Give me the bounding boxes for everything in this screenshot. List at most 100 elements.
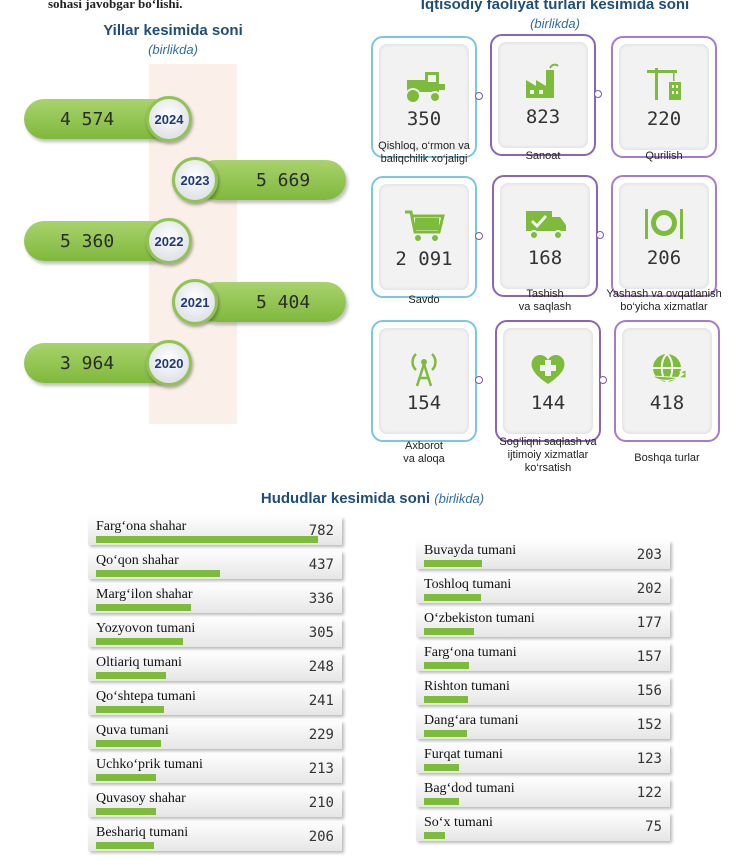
- region-bar: [96, 672, 166, 679]
- heart-cross-icon: [525, 348, 571, 388]
- region-row: Toshloq tumani 202: [416, 575, 670, 603]
- year-badge: 2020: [146, 340, 192, 386]
- region-row: Quvasoy shahar 210: [88, 789, 342, 817]
- region-value: 75: [645, 819, 662, 835]
- year-label: 2021: [180, 294, 210, 310]
- region-bar: [96, 842, 154, 849]
- activity-value: 2 091: [395, 248, 453, 270]
- region-value: 152: [636, 717, 662, 733]
- activity-label-line: Axborot: [405, 440, 443, 452]
- plate-cutlery-icon: [641, 203, 687, 243]
- region-bar: [424, 798, 459, 805]
- activity-label-line: Qishloq, o‘rmon va: [378, 140, 470, 152]
- activity-card-inner: 418: [622, 328, 712, 434]
- year-label: 2022: [154, 233, 184, 249]
- region-name: Farg‘ona tumani: [424, 645, 517, 660]
- activity-card-inner: 823: [498, 42, 588, 148]
- region-row: Qo‘shtepa tumani 241: [88, 687, 342, 715]
- region-name: Farg‘ona shahar: [96, 519, 187, 534]
- region-row: Beshariq tumani 206: [88, 823, 342, 851]
- activity-card-inner: 206: [619, 183, 709, 289]
- year-value-pill: 5 404: [196, 282, 346, 322]
- region-bar: [96, 774, 156, 781]
- year-badge: 2024: [146, 96, 192, 142]
- region-name: O‘zbekiston tumani: [424, 611, 535, 626]
- region-value: 782: [308, 523, 334, 539]
- region-row: Qo‘qon shahar 437: [88, 551, 342, 579]
- region-bar: [96, 604, 191, 611]
- year-value-pill: 5 669: [196, 160, 346, 200]
- activity-value: 823: [525, 106, 561, 128]
- activity-label: Qishloq, o‘rmon va baliqchilik xo‘jaligi: [359, 140, 489, 166]
- activity-label: Sog‘liqni saqlash va ijtimoiy xizmatlar ko…: [483, 436, 613, 475]
- activity-value: 168: [527, 247, 563, 269]
- activity-value: 154: [406, 392, 442, 414]
- activity-label-line: Yashash va ovqatlanish: [606, 288, 722, 300]
- activity-label: Yashash va ovqatlanish bo‘yicha xizmatlar: [599, 288, 729, 314]
- activity-label: Tashish va saqlash: [480, 288, 610, 314]
- delivery-truck-icon: [522, 203, 568, 243]
- region-bar: [424, 628, 474, 635]
- activity-label-line: ijtimoiy xizmatlar: [507, 449, 589, 461]
- region-row: Yozyovon tumani 305: [88, 619, 342, 647]
- year-value: 5 404: [256, 292, 311, 313]
- activity-value: 144: [530, 392, 566, 414]
- activity-label-line: Sog‘liqni saqlash va: [499, 436, 597, 448]
- region-name: Uchko‘prik tumani: [96, 757, 203, 772]
- region-bar: [424, 696, 468, 703]
- region-name: Rishton tumani: [424, 679, 510, 694]
- activity-card: 144: [495, 320, 601, 442]
- region-name: Oltiariq tumani: [96, 655, 182, 670]
- year-badge: 2022: [146, 218, 192, 264]
- region-row: Marg‘ilon shahar 336: [88, 585, 342, 613]
- activity-value: 350: [406, 108, 442, 130]
- activity-value: 206: [646, 247, 682, 269]
- year-value: 5 669: [256, 170, 311, 191]
- activity-label-line: Boshqa turlar: [634, 452, 700, 464]
- activity-card-inner: 144: [503, 328, 593, 434]
- region-row: So‘x tumani 75: [416, 813, 670, 841]
- activity-card: 154: [371, 320, 477, 442]
- region-bar: [96, 740, 161, 747]
- region-name: Quvasoy shahar: [96, 791, 186, 806]
- region-value: 336: [308, 591, 334, 607]
- region-name: Quva tumani: [96, 723, 169, 738]
- year-row: 5 404 2021: [0, 279, 360, 325]
- region-name: So‘x tumani: [424, 815, 493, 830]
- activity-label-line: bo‘yicha xizmatlar: [620, 301, 708, 313]
- connector-dot: [594, 90, 602, 98]
- region-bar: [424, 662, 469, 669]
- year-value: 4 574: [60, 109, 115, 130]
- connector-dot: [475, 232, 483, 240]
- regions-title: Hududlar kesimida soni: [260, 490, 431, 507]
- globe-arrow-icon: [644, 348, 690, 388]
- activity-title: Iqtisodiy faoliyat turlari kesimida soni: [420, 0, 690, 13]
- shopping-cart-icon: [401, 204, 447, 244]
- region-value: 123: [636, 751, 662, 767]
- region-row: Uchko‘prik tumani 213: [88, 755, 342, 783]
- activity-label-line: Qurilish: [645, 150, 683, 162]
- activity-card: 2 091: [371, 176, 477, 298]
- region-bar: [424, 594, 481, 601]
- activity-label: Boshqa turlar: [602, 452, 732, 465]
- region-bar: [96, 570, 220, 577]
- activity-card-inner: 168: [500, 183, 590, 289]
- region-value: 248: [308, 659, 334, 675]
- activity-label-line: Savdo: [408, 294, 440, 306]
- years-subtitle: (birlikda): [148, 42, 198, 57]
- activity-card: 350: [371, 36, 477, 158]
- region-value: 177: [636, 615, 662, 631]
- region-row: Farg‘ona shahar 782: [88, 517, 342, 545]
- tractor-icon: [401, 64, 447, 104]
- year-value: 3 964: [60, 353, 115, 374]
- activity-label-line: Tashish: [526, 288, 564, 300]
- activity-label: Qurilish: [599, 150, 729, 163]
- activity-label-line: baliqchilik xo‘jaligi: [380, 153, 468, 165]
- connector-dot: [475, 376, 483, 384]
- activity-label-line: ko‘rsatish: [524, 462, 572, 474]
- crane-icon: [641, 64, 687, 104]
- region-value: 213: [308, 761, 334, 777]
- activity-label-line: Sanoat: [525, 150, 561, 162]
- region-bar: [96, 706, 164, 713]
- activity-card-inner: 350: [379, 44, 469, 150]
